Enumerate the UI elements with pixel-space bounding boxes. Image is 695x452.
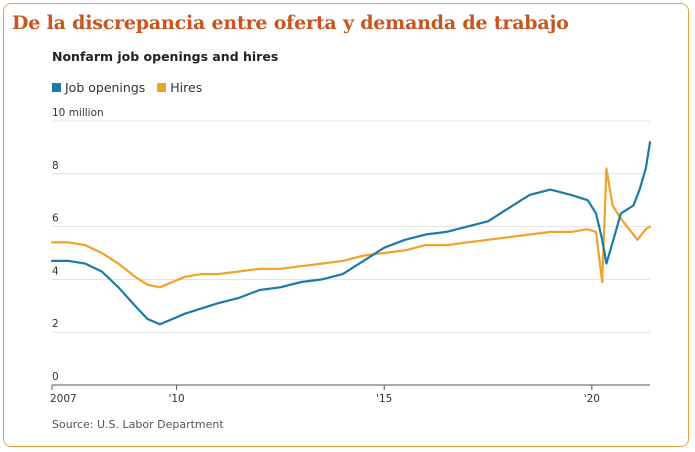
headline: De la discrepancia entre oferta y demand… [12,12,569,34]
legend-item-hires: Hires [157,80,202,95]
x-tick-label: 2007 [50,393,77,405]
figure-frame [3,3,689,447]
y-tick-label: 0 [52,371,59,383]
y-tick-label: 6 [52,213,59,225]
series-line-hires [50,167,652,289]
x-tick-label: '15 [376,393,392,405]
y-tick-label: 2 [52,318,59,330]
series-line-job-openings [50,141,652,326]
legend-swatch-openings [52,83,61,92]
legend-swatch-hires [157,83,167,92]
x-tick-label: '10 [168,393,184,405]
legend-item-openings: Job openings [52,80,145,95]
y-tick-label: 10 million [52,107,104,119]
x-tick-label: '20 [584,393,600,405]
legend: Job openings Hires [52,80,214,95]
legend-label-hires: Hires [170,80,203,95]
y-tick-label: 4 [52,265,59,277]
legend-label-openings: Job openings [65,80,146,95]
y-tick-label: 8 [52,160,59,172]
chart-title: Nonfarm job openings and hires [52,49,279,64]
source-note: Source: U.S. Labor Department [52,418,224,431]
